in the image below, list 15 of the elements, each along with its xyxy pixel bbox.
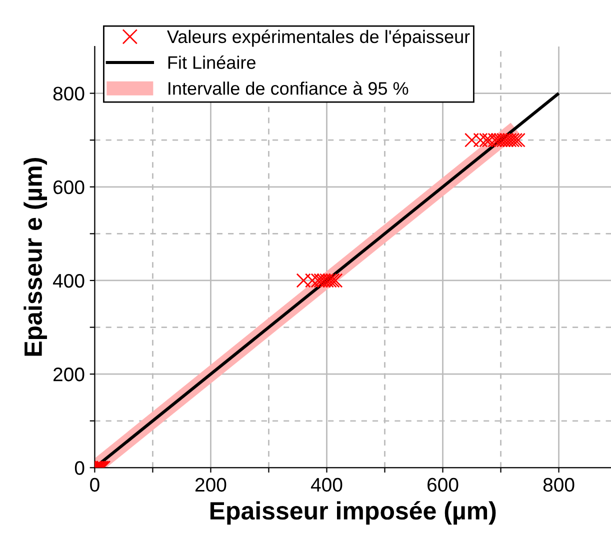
y-tick-label: 0 <box>74 461 84 475</box>
x-tick-label: 0 <box>90 478 100 492</box>
y-axis-title: Epaisseur e (µm) <box>24 158 47 356</box>
y-tick-label: 800 <box>53 86 84 101</box>
x-tick-label: 600 <box>428 478 458 492</box>
legend-label: Valeurs expérimentales de l'épaisseur <box>167 30 470 47</box>
x-tick-label: 800 <box>543 478 574 492</box>
legend-label: Intervalle de confiance à 95 % <box>168 81 408 95</box>
x-tick-label: 200 <box>195 478 226 492</box>
x-tick-label: 400 <box>310 478 342 492</box>
x-axis-title: Epaisseur imposée (µm) <box>210 501 496 525</box>
y-tick-label: 400 <box>52 274 84 288</box>
y-tick-label: 200 <box>54 368 84 382</box>
legend-label: Fit Linéaire <box>168 56 256 69</box>
y-tick-label: 600 <box>54 180 84 194</box>
